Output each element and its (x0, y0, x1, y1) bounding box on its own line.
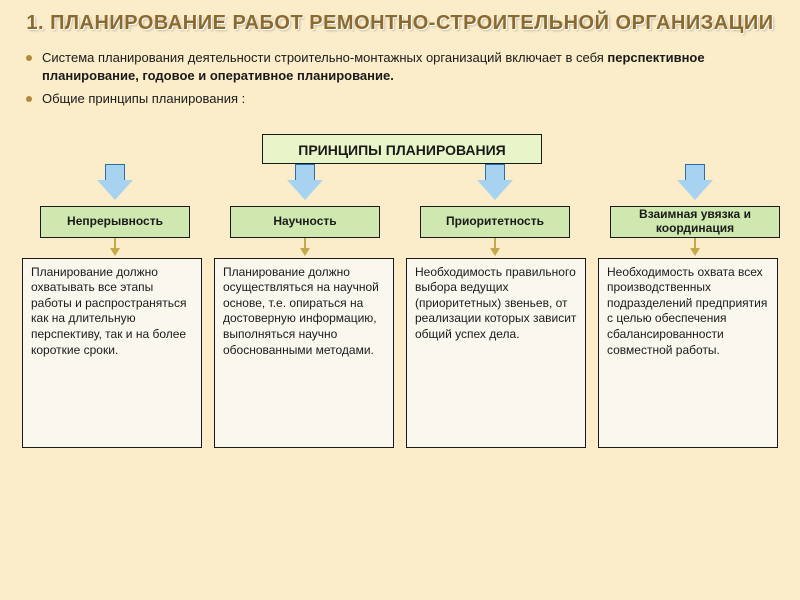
description-node: Необходимость охвата всех производственн… (598, 258, 778, 448)
slide: 1. Планирование работ ремонтно-строитель… (0, 0, 800, 600)
principle-node: Приоритетность (420, 206, 570, 238)
principle-node: Непрерывность (40, 206, 190, 238)
description-node: Планирование должно охватывать все этапы… (22, 258, 202, 448)
arrow-stem (295, 164, 315, 180)
bullet-item: Общие принципы планирования : (24, 90, 778, 108)
arrow-stem (105, 164, 125, 180)
root-node: ПРИНЦИПЫ ПЛАНИРОВАНИЯ (262, 134, 542, 164)
description-node: Планирование должно осуществляться на на… (214, 258, 394, 448)
diagram: ПРИНЦИПЫ ПЛАНИРОВАНИЯ Непрерывность Плани… (22, 134, 778, 484)
bullet-item: Система планирования деятельности строит… (24, 49, 778, 84)
principle-node: Взаимная увязка и координация (610, 206, 780, 238)
small-arrow-stem (494, 238, 496, 248)
small-arrow-down-icon (110, 248, 120, 256)
small-arrow-stem (694, 238, 696, 248)
principle-node: Научность (230, 206, 380, 238)
arrow-down-icon (477, 180, 513, 200)
small-arrow-stem (304, 238, 306, 248)
bullet-text-plain: Система планирования деятельности строит… (42, 50, 607, 65)
arrow-stem (685, 164, 705, 180)
small-arrow-down-icon (300, 248, 310, 256)
arrow-down-icon (287, 180, 323, 200)
slide-title: 1. Планирование работ ремонтно-строитель… (22, 12, 778, 35)
bullet-list: Система планирования деятельности строит… (22, 49, 778, 108)
arrow-down-icon (97, 180, 133, 200)
small-arrow-down-icon (490, 248, 500, 256)
small-arrow-down-icon (690, 248, 700, 256)
arrow-down-icon (677, 180, 713, 200)
arrow-stem (485, 164, 505, 180)
bullet-text-plain: Общие принципы планирования : (42, 91, 245, 106)
small-arrow-stem (114, 238, 116, 248)
description-node: Необходимость правильного выбора ведущих… (406, 258, 586, 448)
